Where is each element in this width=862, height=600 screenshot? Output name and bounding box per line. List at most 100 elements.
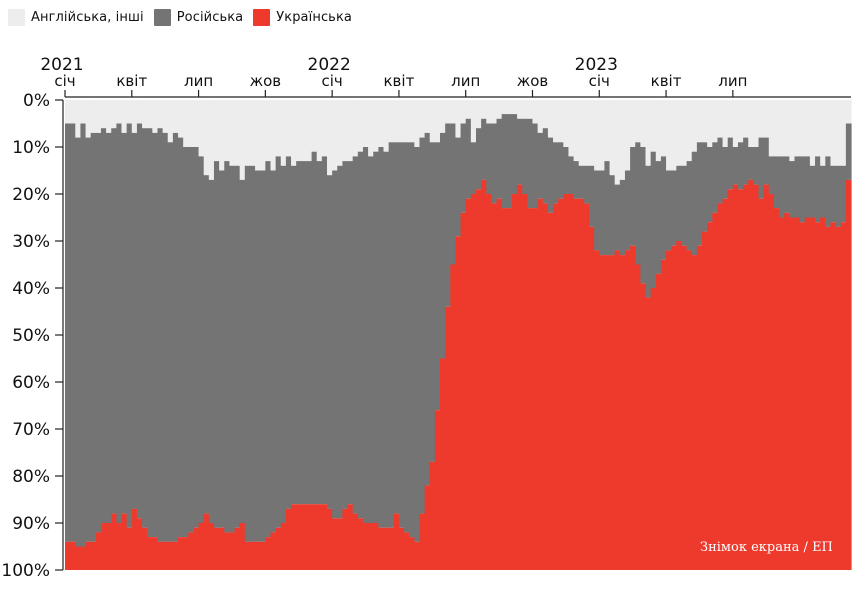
- bar-ukrainian: [362, 523, 369, 570]
- bar-russian: [213, 161, 220, 528]
- bar-english-other: [619, 100, 626, 180]
- bar-ukrainian: [732, 184, 739, 570]
- bar-english-other: [162, 100, 169, 133]
- bar-english-other: [758, 100, 765, 138]
- bar-ukrainian: [116, 523, 123, 570]
- legend-swatch-russian: [153, 8, 171, 26]
- legend-swatch-english-other: [8, 8, 25, 26]
- bar-russian: [691, 151, 698, 256]
- bar-russian: [193, 147, 200, 528]
- bar-english-other: [624, 100, 631, 171]
- bar-ukrainian: [393, 513, 400, 570]
- bar-ukrainian: [213, 527, 220, 570]
- bar-ukrainian: [594, 250, 600, 570]
- bar-english-other: [748, 100, 754, 147]
- bar-russian: [152, 132, 159, 538]
- bar-english-other: [440, 100, 446, 133]
- x-month-label: лип: [451, 72, 480, 90]
- bar-russian: [619, 179, 626, 256]
- bar-russian: [203, 175, 210, 514]
- bar-russian: [650, 151, 657, 288]
- bar-russian: [804, 156, 811, 218]
- chart-legend: Англійська, інші Російська Українська: [8, 8, 362, 26]
- bar-ukrainian: [234, 527, 241, 570]
- bar-russian: [655, 161, 662, 274]
- bar-english-other: [737, 100, 744, 143]
- bar-ukrainian: [239, 523, 246, 570]
- bar-russian: [378, 147, 385, 528]
- bar-russian: [275, 156, 282, 528]
- y-tick-label: 60%: [12, 373, 50, 393]
- bar-ukrainian: [604, 255, 611, 570]
- bar-english-other: [660, 100, 667, 157]
- bar-english-other: [414, 100, 421, 147]
- bar-ukrainian: [696, 245, 703, 570]
- bar-english-other: [203, 100, 210, 176]
- bar-russian: [558, 142, 564, 199]
- bar-english-other: [239, 100, 246, 180]
- bar-russian: [578, 165, 585, 199]
- bar-ukrainian: [147, 537, 153, 570]
- bar-russian: [794, 156, 801, 218]
- bar-ukrainian: [845, 179, 852, 570]
- bar-ukrainian: [424, 485, 431, 570]
- bar-russian: [347, 161, 354, 505]
- bar-russian: [311, 151, 318, 505]
- bar-english-other: [773, 100, 780, 157]
- bar-russian: [696, 142, 703, 246]
- bar-ukrainian: [840, 222, 847, 570]
- bar-ukrainian: [337, 518, 344, 570]
- bar-ukrainian: [517, 184, 523, 570]
- y-tick-label: 20%: [12, 185, 50, 205]
- bar-english-other: [645, 100, 652, 166]
- bar-ukrainian: [383, 527, 390, 570]
- bar-russian: [799, 156, 806, 223]
- bar-ukrainian: [784, 212, 790, 571]
- bar-english-other: [558, 100, 564, 143]
- bar-ukrainian: [553, 203, 559, 570]
- bar-ukrainian: [619, 255, 626, 570]
- bar-russian: [727, 137, 734, 190]
- bar-english-other: [686, 100, 693, 162]
- bar-russian: [80, 123, 87, 547]
- bar-english-other: [198, 100, 205, 157]
- bar-ukrainian: [568, 194, 575, 570]
- bar-russian: [100, 128, 107, 523]
- bar-russian: [106, 132, 112, 523]
- bar-english-other: [393, 100, 400, 143]
- bar-english-other: [553, 100, 559, 143]
- bar-english-other: [111, 100, 117, 129]
- bar-english-other: [157, 100, 164, 129]
- bar-russian: [337, 165, 344, 519]
- bar-ukrainian: [65, 541, 71, 570]
- legend-item-russian: Російська: [153, 8, 244, 26]
- bar-ukrainian: [624, 250, 631, 570]
- y-tick-label: 40%: [12, 279, 50, 299]
- bar-english-other: [763, 100, 770, 138]
- bar-ukrainian: [111, 513, 117, 570]
- bar-ukrainian: [727, 189, 734, 571]
- bar-ukrainian: [799, 222, 806, 570]
- bar-english-other: [542, 100, 549, 129]
- x-month-label: квіт: [384, 72, 415, 90]
- bar-ukrainian: [229, 532, 236, 570]
- x-year-label: 2023: [575, 55, 618, 75]
- bar-ukrainian: [635, 264, 641, 570]
- bar-english-other: [100, 100, 107, 129]
- bar-ukrainian: [589, 226, 595, 570]
- bar-english-other: [481, 100, 487, 119]
- bar-ukrainian: [496, 198, 503, 570]
- bar-russian: [116, 123, 123, 523]
- bar-russian: [460, 123, 467, 213]
- bar-ukrainian: [244, 541, 251, 570]
- bar-ukrainian: [193, 527, 200, 570]
- bar-ukrainian: [275, 527, 282, 570]
- x-year-label: 2022: [308, 55, 351, 75]
- bar-russian: [398, 142, 405, 528]
- bar-ukrainian: [666, 250, 672, 570]
- bar-russian: [198, 156, 205, 523]
- bar-ukrainian: [429, 461, 436, 570]
- bar-ukrainian: [547, 212, 554, 571]
- bar-russian: [599, 170, 606, 256]
